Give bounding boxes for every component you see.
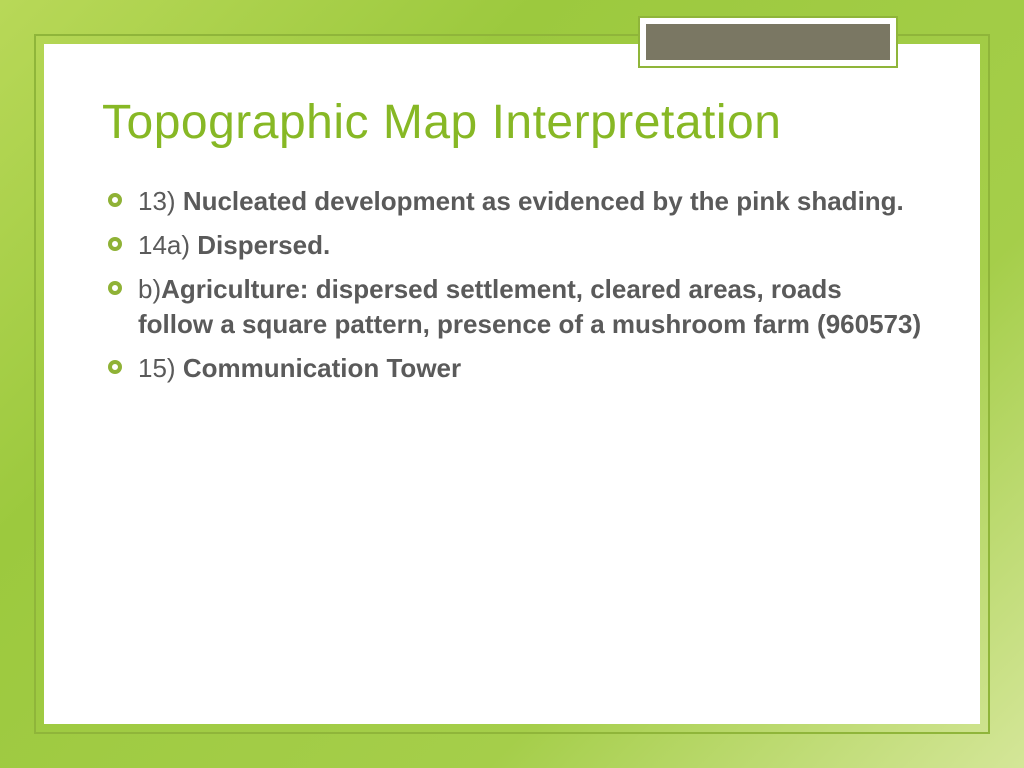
bullet-bold: Communication Tower	[183, 353, 461, 383]
list-item: 14a) Dispersed.	[108, 228, 922, 262]
list-item: 15) Communication Tower	[108, 351, 922, 385]
list-item: b)Agriculture: dispersed settlement, cle…	[108, 272, 922, 341]
bullet-lead: 15)	[138, 353, 183, 383]
bullet-list: 13) Nucleated development as evidenced b…	[102, 184, 922, 386]
slide-content-panel: Topographic Map Interpretation 13) Nucle…	[44, 44, 980, 724]
bullet-bold: Agriculture: dispersed settlement, clear…	[138, 274, 921, 338]
slide-tab-decoration	[640, 18, 896, 66]
slide-title: Topographic Map Interpretation	[102, 96, 922, 150]
bullet-bold: Dispersed.	[197, 230, 330, 260]
list-item: 13) Nucleated development as evidenced b…	[108, 184, 922, 218]
bullet-lead: 13)	[138, 186, 183, 216]
bullet-lead: b)	[138, 274, 161, 304]
bullet-lead: 14a)	[138, 230, 197, 260]
bullet-bold: Nucleated development as evidenced by th…	[183, 186, 904, 216]
